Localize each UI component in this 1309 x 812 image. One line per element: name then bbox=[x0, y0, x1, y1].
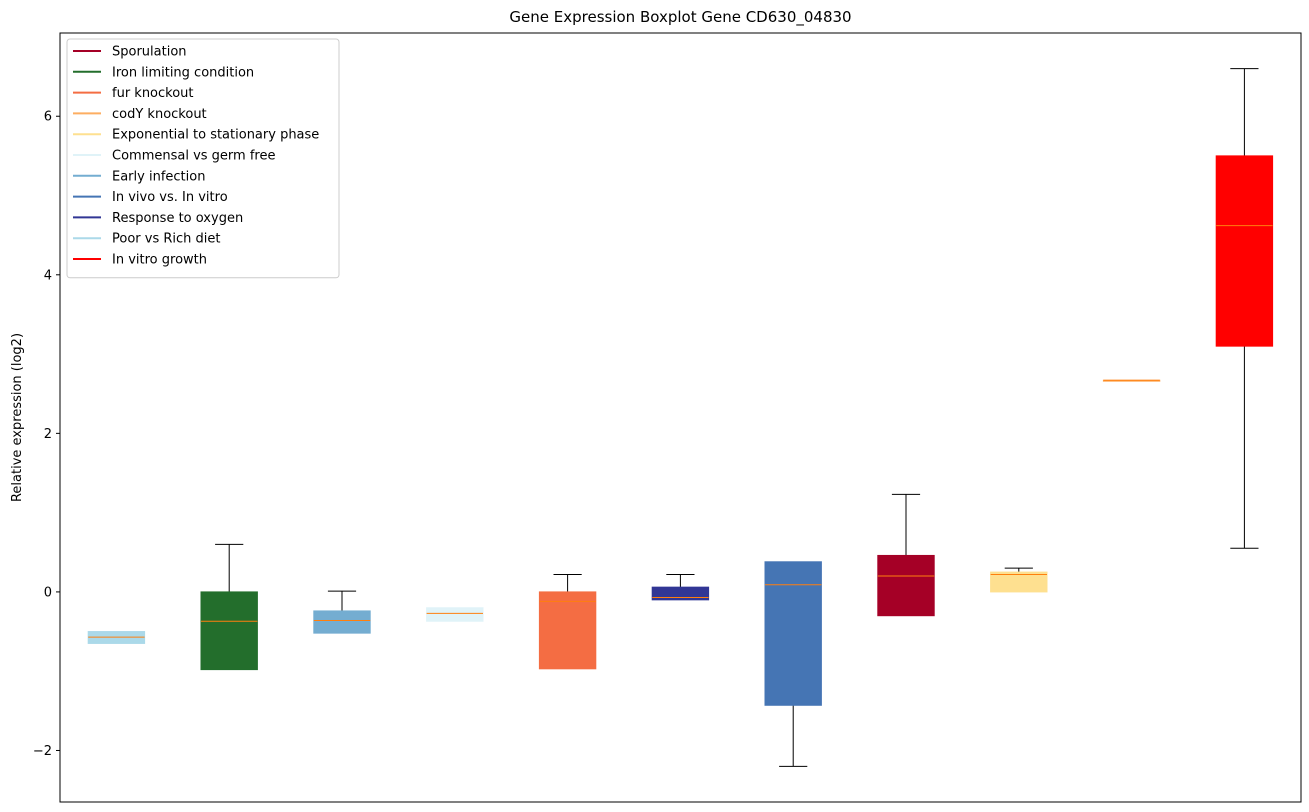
legend-item: fur knockout bbox=[73, 86, 194, 101]
legend-item: Response to oxygen bbox=[73, 211, 243, 226]
legend-label: Iron limiting condition bbox=[112, 65, 254, 80]
box-body bbox=[313, 610, 371, 634]
box-6 bbox=[651, 573, 710, 601]
y-tick-label: 2 bbox=[44, 427, 52, 442]
box-body bbox=[990, 571, 1048, 593]
legend-label: Early infection bbox=[112, 169, 205, 184]
legend-label: Poor vs Rich diet bbox=[112, 232, 220, 247]
box-10 bbox=[1102, 379, 1161, 382]
box-2 bbox=[200, 543, 258, 671]
legend-label: Exponential to stationary phase bbox=[112, 128, 319, 143]
legend-item: Early infection bbox=[73, 169, 205, 184]
box-body bbox=[1215, 155, 1274, 347]
legend-label: In vivo vs. In vitro bbox=[112, 190, 228, 205]
plot-frame bbox=[59, 32, 1302, 803]
legend-label: fur knockout bbox=[112, 86, 194, 101]
y-tick-label: 6 bbox=[44, 110, 52, 125]
legend-item: In vitro growth bbox=[73, 253, 207, 268]
chart-title: Gene Expression Boxplot Gene CD630_04830 bbox=[509, 8, 851, 27]
legend-item: In vivo vs. In vitro bbox=[73, 190, 228, 205]
legend-item: codY knockout bbox=[73, 107, 207, 122]
box-7 bbox=[764, 561, 822, 767]
y-tick-label: 4 bbox=[44, 268, 52, 283]
y-axis-label: Relative expression (log2) bbox=[10, 333, 25, 502]
box-3 bbox=[313, 590, 371, 634]
legend-label: Commensal vs germ free bbox=[112, 149, 275, 164]
legend-item: Commensal vs germ free bbox=[73, 149, 275, 164]
legend-label: codY knockout bbox=[112, 107, 207, 122]
box-body bbox=[764, 561, 822, 706]
y-axis: −2 0 2 4 6 bbox=[33, 110, 60, 759]
boxes-layer bbox=[87, 68, 1274, 767]
box-11 bbox=[1215, 68, 1274, 549]
box-1 bbox=[87, 631, 146, 644]
legend-label: Response to oxygen bbox=[112, 211, 243, 226]
legend-item: Exponential to stationary phase bbox=[73, 128, 319, 143]
box-body bbox=[426, 607, 484, 622]
y-tick-label: −2 bbox=[33, 744, 52, 759]
legend-label: In vitro growth bbox=[112, 253, 207, 268]
legend: Sporulation Iron limiting condition fur kn… bbox=[66, 38, 340, 279]
box-body bbox=[651, 586, 710, 601]
box-body bbox=[538, 591, 597, 670]
box-body bbox=[877, 554, 935, 617]
box-body bbox=[200, 591, 258, 671]
legend-item: Sporulation bbox=[73, 45, 187, 60]
legend-label: Sporulation bbox=[112, 45, 187, 60]
box-8 bbox=[877, 493, 935, 617]
legend-frame bbox=[66, 38, 340, 279]
y-tick-label: 0 bbox=[44, 585, 52, 600]
box-9 bbox=[990, 567, 1048, 593]
legend-item: Iron limiting condition bbox=[73, 65, 254, 80]
box-5 bbox=[538, 573, 597, 670]
legend-item: Poor vs Rich diet bbox=[73, 232, 220, 247]
box-4 bbox=[426, 607, 484, 622]
